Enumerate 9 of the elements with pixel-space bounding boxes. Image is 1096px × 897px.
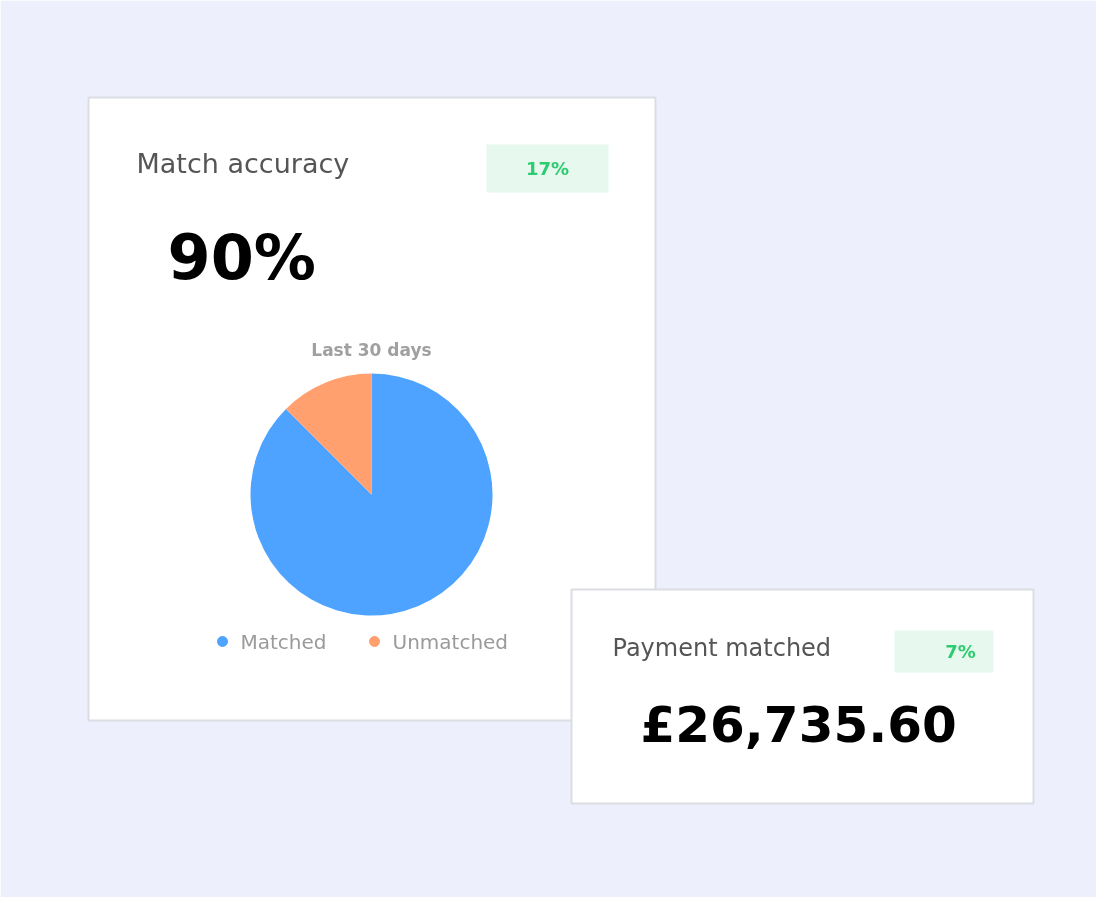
text: £26,735.60: [640, 695, 957, 754]
text: 7%: [945, 641, 976, 662]
legend-label: Matched: [240, 629, 327, 654]
chart-title: Last 30 days: [311, 339, 432, 360]
text: Match accuracy: [136, 148, 350, 179]
text: Payment matched: [612, 633, 832, 662]
text: 17%: [525, 158, 570, 179]
text: 90%: [167, 221, 316, 294]
legend-label: Unmatched: [392, 629, 509, 654]
